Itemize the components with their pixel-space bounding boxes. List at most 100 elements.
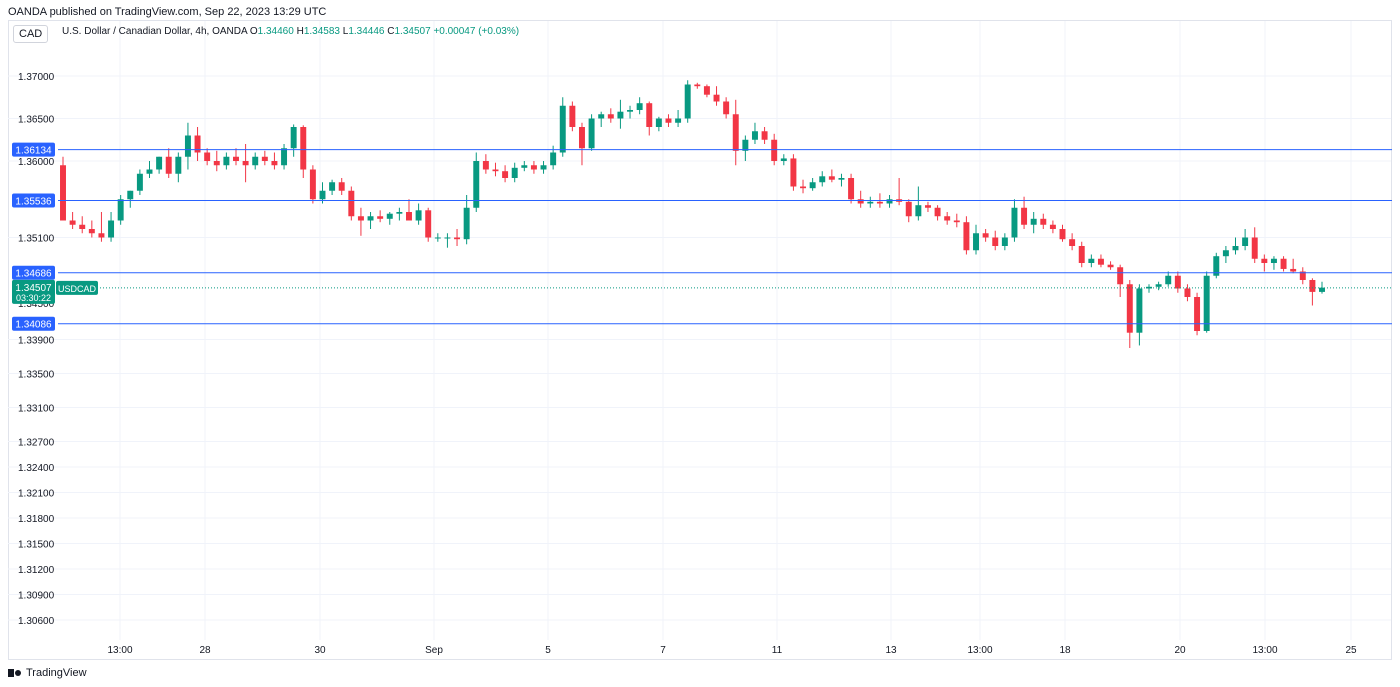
candle — [290, 124, 297, 157]
candle — [1097, 254, 1104, 268]
candle — [684, 80, 691, 123]
candle-body — [1030, 218, 1037, 225]
candle — [1290, 258, 1297, 274]
candle-body — [530, 165, 537, 170]
candle-body — [1299, 271, 1306, 280]
candle-body — [905, 201, 912, 217]
x-tick-label: Sep — [425, 645, 443, 656]
candle — [204, 148, 211, 166]
symbol-badge[interactable]: CAD — [13, 25, 49, 43]
candle-body — [1126, 284, 1133, 333]
candle-body — [309, 169, 316, 200]
candle-body — [444, 237, 451, 239]
candle — [194, 127, 201, 161]
candle — [607, 108, 614, 123]
candle — [300, 125, 307, 178]
candle-body — [415, 210, 422, 221]
candle — [559, 97, 566, 157]
candle-body — [454, 237, 461, 240]
candle — [396, 207, 403, 221]
candle — [992, 230, 999, 251]
candle — [454, 229, 461, 246]
candle — [1213, 252, 1220, 279]
candle — [271, 152, 278, 170]
candle — [848, 173, 855, 204]
candle-body — [886, 199, 893, 204]
candle-body — [1107, 264, 1114, 268]
candle — [521, 161, 528, 172]
candle-body — [165, 156, 172, 174]
candle-body — [271, 161, 278, 166]
candle — [233, 148, 239, 166]
candle — [953, 213, 960, 228]
candle-body — [751, 131, 758, 140]
y-tick-label: 1.31500 — [18, 540, 55, 551]
candle — [944, 212, 951, 225]
candle-body — [213, 161, 220, 166]
legend-open-label: O — [249, 26, 258, 37]
candle — [598, 111, 605, 127]
candle — [973, 224, 979, 255]
candle — [838, 173, 845, 187]
x-tick-label: 11 — [772, 645, 783, 656]
candle-body — [329, 182, 336, 191]
candle-body — [521, 165, 528, 168]
candle-body — [1261, 258, 1268, 263]
candle-body — [694, 84, 701, 87]
candle — [1222, 246, 1229, 263]
candle — [867, 196, 874, 208]
candle-body — [1251, 237, 1258, 259]
candle — [213, 150, 220, 172]
candle-body — [1078, 246, 1085, 263]
candle-body — [703, 86, 710, 95]
candle-body — [1049, 224, 1056, 229]
y-tick-label: 1.31200 — [18, 565, 55, 576]
candle-body — [357, 216, 364, 221]
candle — [136, 169, 143, 195]
candle — [117, 195, 124, 225]
candle — [751, 122, 758, 144]
candle-body — [502, 171, 509, 178]
candle — [1030, 212, 1037, 234]
candle-body — [915, 205, 922, 217]
candle — [1251, 227, 1258, 263]
candle-body — [617, 111, 624, 119]
candle-body — [1290, 268, 1297, 272]
candle — [175, 152, 182, 183]
candle-body — [1059, 229, 1066, 240]
candle — [1136, 284, 1143, 346]
candle — [108, 212, 115, 242]
y-tick-label: 1.32700 — [18, 438, 55, 449]
candle — [578, 122, 585, 166]
candle — [828, 169, 835, 183]
candle-body — [88, 229, 95, 234]
y-tick-label: 1.30900 — [18, 591, 55, 602]
candle — [184, 122, 191, 170]
footer-brand[interactable]: TradingView — [26, 667, 87, 679]
candle-body — [281, 148, 288, 166]
candle — [569, 101, 576, 132]
candle — [482, 154, 489, 174]
candle-body — [194, 135, 201, 153]
candle-body — [1174, 275, 1181, 289]
candle-body — [242, 161, 249, 166]
level-price-label: 1.36134 — [15, 146, 52, 157]
candle-body — [819, 176, 826, 183]
candle-body — [319, 190, 326, 200]
candle-body — [175, 156, 182, 174]
candle-body — [1136, 288, 1143, 333]
candle-body — [463, 207, 470, 240]
x-tick-label: 25 — [1345, 645, 1357, 656]
candle — [742, 135, 749, 161]
candle-body — [665, 118, 672, 123]
candle — [1242, 229, 1249, 251]
candle-body — [377, 216, 384, 219]
candle — [915, 186, 922, 221]
candle-body — [540, 165, 547, 170]
y-tick-label: 1.37000 — [18, 72, 55, 83]
candle — [694, 82, 701, 89]
legend-change: +0.00047 (+0.03%) — [433, 26, 520, 37]
candle-body — [406, 212, 412, 221]
candle — [492, 162, 499, 177]
